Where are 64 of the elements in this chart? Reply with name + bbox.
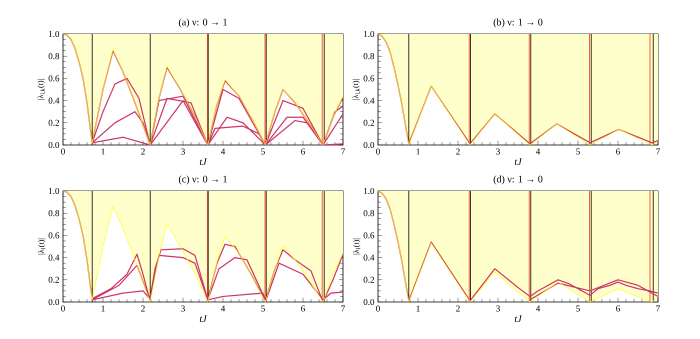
- y-tick-label: 0.8: [48, 210, 60, 216]
- x-axis-title: tJ: [514, 315, 522, 322]
- x-tick-label: 2: [456, 148, 460, 154]
- x-tick-label: 7: [341, 306, 345, 312]
- x-tick-label: 1: [102, 306, 105, 312]
- y-tick-label: 0.6: [364, 232, 374, 238]
- x-tick-label: 7: [341, 148, 345, 154]
- chart-title: (b) ν: 1 → 0: [494, 18, 542, 28]
- y-tick-label: 0.8: [48, 53, 60, 60]
- y-tick-label: 0.4: [48, 98, 60, 104]
- x-tick-label: 0: [376, 148, 380, 155]
- y-tick-label: 0.2: [48, 120, 59, 126]
- x-tick-label: 5: [261, 306, 265, 312]
- chart-title: (a) ν: 0 → 1: [178, 18, 227, 28]
- x-tick-label: 5: [576, 148, 580, 154]
- y-tick-label: 0.6: [48, 232, 60, 238]
- x-tick-label: 7: [656, 148, 660, 154]
- x-tick-label: 3: [496, 306, 500, 312]
- y-tick-label: 0.4: [364, 98, 374, 104]
- x-tick-label: 2: [141, 306, 145, 312]
- x-tick-label: 4: [536, 306, 540, 312]
- y-tick-label: 0.8: [364, 210, 374, 216]
- x-tick-label: 4: [536, 148, 540, 154]
- y-tick-label: 0.6: [364, 75, 374, 82]
- x-tick-label: 4: [220, 148, 226, 154]
- chart-title: (c) ν: 0 → 1: [178, 175, 227, 184]
- y-tick-label: 1.0: [364, 188, 374, 194]
- x-axis-title: tJ: [514, 158, 522, 166]
- x-tick-label: 6: [616, 148, 620, 155]
- x-tick-label: 5: [576, 306, 580, 312]
- y-tick-label: 1.0: [49, 30, 60, 38]
- x-tick-label: 5: [261, 148, 265, 154]
- y-tick-label: 0.0: [364, 142, 374, 148]
- y-tick-label: 0.2: [48, 276, 59, 283]
- x-tick-label: 0: [376, 306, 380, 312]
- x-tick-label: 1: [416, 148, 420, 154]
- y-tick-label: 0.8: [364, 53, 374, 60]
- x-tick-label: 6: [301, 148, 305, 155]
- x-tick-label: 2: [456, 306, 460, 312]
- x-tick-label: 6: [301, 306, 305, 312]
- y-tick-label: 0.0: [364, 298, 374, 306]
- y-tick-label: 0.6: [48, 75, 60, 82]
- x-tick-label: 1: [416, 306, 420, 312]
- x-tick-label: 0: [61, 306, 65, 312]
- x-axis-title: tJ: [200, 158, 207, 166]
- y-tick-label: 0.2: [364, 276, 374, 283]
- x-tick-label: 0: [61, 148, 65, 155]
- y-tick-label: 0.0: [48, 142, 60, 148]
- y-tick-label: 1.0: [49, 188, 60, 194]
- x-tick-label: 3: [181, 148, 185, 155]
- x-tick-label: 1: [102, 148, 105, 154]
- y-tick-label: 0.2: [364, 120, 374, 126]
- y-tick-label: 0.0: [48, 298, 60, 306]
- y-tick-label: 1.0: [364, 30, 374, 38]
- x-tick-label: 6: [616, 306, 620, 312]
- x-tick-label: 7: [656, 306, 660, 312]
- y-tick-label: 0.4: [48, 254, 60, 261]
- x-tick-label: 3: [496, 148, 500, 155]
- x-tick-label: 4: [220, 306, 226, 312]
- x-tick-label: 2: [141, 148, 145, 154]
- y-tick-label: 0.4: [364, 254, 374, 261]
- x-tick-label: 3: [181, 306, 185, 312]
- x-axis-title: tJ: [200, 315, 207, 322]
- chart-title: (d) ν: 1 → 0: [494, 175, 542, 184]
